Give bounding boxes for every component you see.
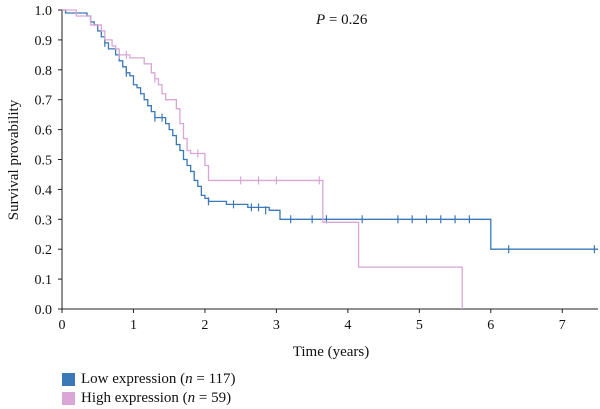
y-tick-label: 0.6 (35, 124, 53, 139)
y-tick-label: 0.3 (35, 213, 53, 228)
survival-curve-low (62, 9, 598, 250)
legend-low-n: n (185, 371, 193, 387)
legend-high-suffix: = 59) (195, 390, 232, 406)
y-tick-label: 0.1 (35, 273, 53, 288)
legend-swatch-low (62, 373, 75, 386)
survival-curves (62, 9, 598, 309)
y-tick-label: 0.0 (35, 303, 53, 318)
legend-item-high: High expression (n = 59) (62, 389, 236, 408)
p-value-number: = 0.26 (325, 12, 368, 28)
legend-high-prefix: High expression ( (81, 390, 188, 406)
x-tick-label: 5 (416, 318, 423, 333)
y-tick-label: 0.9 (35, 34, 53, 49)
x-tick-label: 0 (59, 318, 66, 333)
legend-label-high: High expression (n = 59) (81, 390, 231, 407)
legend: Low expression (n = 117) High expression… (62, 370, 236, 408)
legend-swatch-high (62, 392, 75, 405)
legend-low-prefix: Low expression ( (81, 371, 186, 387)
x-tick-label: 1 (130, 318, 137, 333)
x-tick-label: 2 (201, 318, 208, 333)
p-value-annotation: P = 0.26 (315, 12, 368, 28)
x-tick-label: 4 (344, 318, 351, 333)
y-tick-label: 1.0 (35, 4, 53, 19)
x-tick-label: 3 (273, 318, 280, 333)
y-tick-label: 0.5 (35, 154, 53, 169)
y-tick-label: 0.4 (35, 183, 53, 198)
y-tick-label: 0.7 (35, 94, 53, 109)
x-axis-label: Time (years) (293, 344, 370, 360)
legend-label-low: Low expression (n = 117) (81, 371, 236, 388)
p-value-symbol: P (315, 12, 325, 28)
y-tick-label: 0.2 (35, 243, 53, 258)
x-tick-label: 7 (559, 318, 566, 333)
survival-curve-high (62, 9, 463, 309)
legend-high-n: n (187, 390, 196, 406)
legend-item-low: Low expression (n = 117) (62, 370, 236, 389)
legend-low-suffix: = 117) (192, 371, 236, 387)
y-axis-label: Survival provability (6, 99, 22, 220)
x-tick-label: 6 (487, 318, 494, 333)
axes: 0.0 0.1 0.2 0.3 0.4 0.5 0.6 0.7 0.8 0.9 1.0 0 1 2 3 4 5 6… (35, 4, 598, 333)
y-tick-label: 0.8 (35, 64, 53, 79)
